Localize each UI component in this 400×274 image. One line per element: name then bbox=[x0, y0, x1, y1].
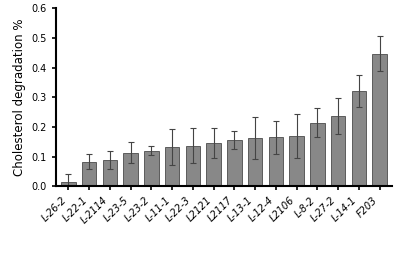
Bar bbox=[352, 91, 366, 186]
Bar bbox=[124, 153, 138, 186]
Bar bbox=[372, 54, 387, 186]
Bar bbox=[331, 116, 345, 186]
Bar bbox=[103, 159, 117, 186]
Bar bbox=[310, 122, 324, 186]
Bar bbox=[289, 136, 304, 186]
Bar bbox=[227, 140, 242, 186]
Bar bbox=[206, 143, 221, 186]
Bar bbox=[268, 137, 283, 186]
Y-axis label: Cholesterol degradation %: Cholesterol degradation % bbox=[13, 19, 26, 176]
Bar bbox=[186, 146, 200, 186]
Bar bbox=[82, 162, 96, 186]
Bar bbox=[248, 138, 262, 186]
Bar bbox=[144, 151, 159, 186]
Bar bbox=[165, 147, 180, 186]
Bar bbox=[61, 182, 76, 186]
